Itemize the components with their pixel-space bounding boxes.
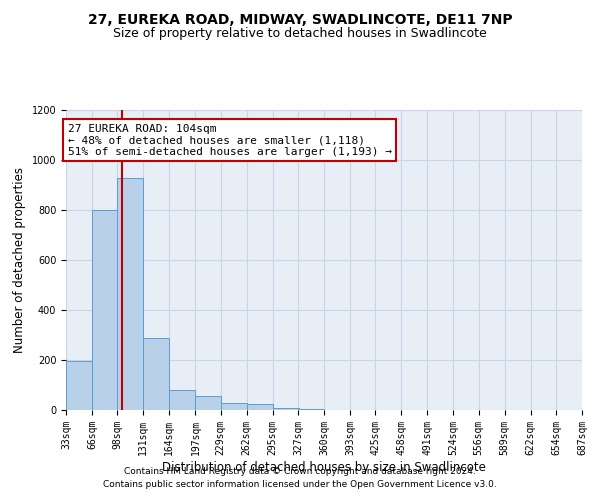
Text: Contains public sector information licensed under the Open Government Licence v3: Contains public sector information licen… [103,480,497,489]
Bar [66,361,92,410]
Bar [169,390,196,410]
Bar [143,338,169,410]
Text: 27 EUREKA ROAD: 104sqm
← 48% of detached houses are smaller (1,118)
51% of semi-: 27 EUREKA ROAD: 104sqm ← 48% of detached… [68,124,392,157]
X-axis label: Distribution of detached houses by size in Swadlincote: Distribution of detached houses by size … [162,460,486,473]
Y-axis label: Number of detached properties: Number of detached properties [13,167,26,353]
Bar [92,210,118,410]
Bar [247,404,273,410]
Text: Contains HM Land Registry data © Crown copyright and database right 2024.: Contains HM Land Registry data © Crown c… [124,467,476,476]
Bar [221,402,247,410]
Bar [117,178,143,410]
Text: Size of property relative to detached houses in Swadlincote: Size of property relative to detached ho… [113,28,487,40]
Text: 27, EUREKA ROAD, MIDWAY, SWADLINCOTE, DE11 7NP: 27, EUREKA ROAD, MIDWAY, SWADLINCOTE, DE… [88,12,512,26]
Bar [273,408,299,410]
Bar [196,396,221,410]
Bar [298,409,324,410]
